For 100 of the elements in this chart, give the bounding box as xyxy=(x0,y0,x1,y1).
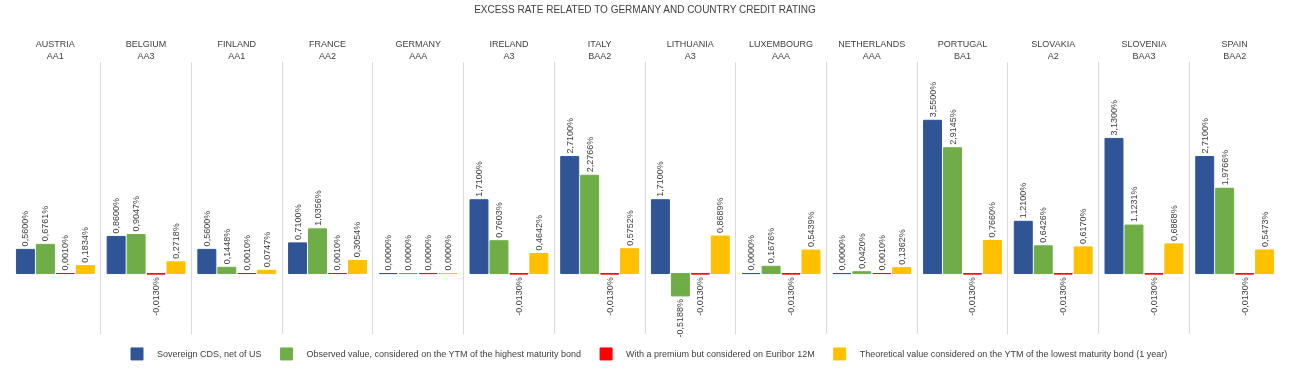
legend-label: Theoretical value considered on the YTM of the lowest maturity bond (1 year) xyxy=(859,349,1168,360)
data-label: 0,7603% xyxy=(493,202,504,238)
legend-label: Observed value, considered on the YTM of the highest maturity bond xyxy=(306,349,582,360)
bar xyxy=(943,147,962,275)
data-label: 0,0010% xyxy=(332,234,343,271)
bar xyxy=(1255,249,1275,275)
data-label: 1,0356% xyxy=(312,190,323,226)
data-label: 0,6868% xyxy=(1168,205,1179,241)
bar xyxy=(710,235,730,275)
data-label: 1,2100% xyxy=(1018,182,1029,219)
data-label: 0,6761% xyxy=(40,205,51,242)
data-label: 0,1676% xyxy=(766,227,777,264)
data-label: 0,0000% xyxy=(403,235,414,271)
data-label: 1,7100% xyxy=(473,161,484,197)
x-tick-label: SLOVAKIA A2 xyxy=(1031,39,1076,62)
data-label: 0,0000% xyxy=(443,235,454,271)
data-label: 3,5500% xyxy=(927,81,938,118)
data-label: 0,9047% xyxy=(131,195,142,232)
x-tick-label: IRELAND A3 xyxy=(489,39,529,62)
data-label: 0,0010% xyxy=(876,234,887,271)
bar xyxy=(892,267,912,275)
bar xyxy=(1104,137,1124,275)
x-tick-label: FRANCE AA2 xyxy=(308,39,347,62)
bar xyxy=(35,243,55,275)
data-label: 0,5600% xyxy=(20,210,31,247)
bar xyxy=(469,199,489,275)
bar xyxy=(106,235,126,275)
x-tick-label: ITALY BAA2 xyxy=(587,39,612,62)
bar xyxy=(217,266,237,275)
data-label: 0,8600% xyxy=(111,197,122,234)
data-label: 1,9766% xyxy=(1219,149,1230,186)
bar xyxy=(580,174,600,275)
data-label: 0,7660% xyxy=(987,201,998,238)
data-label: -0,0130% xyxy=(1058,277,1069,316)
data-label: 2,9145% xyxy=(947,109,958,145)
bar xyxy=(761,265,781,275)
bar xyxy=(801,249,821,275)
bar xyxy=(197,248,217,275)
bar xyxy=(15,248,35,275)
data-label: 0,1362% xyxy=(896,229,907,265)
data-label: 0,0010% xyxy=(60,234,71,271)
data-label: 0,5439% xyxy=(806,211,817,248)
data-label: 0,1834% xyxy=(80,227,91,263)
data-label: 1,7100% xyxy=(655,161,666,197)
bar xyxy=(288,242,308,275)
bar xyxy=(126,234,146,275)
data-label: 0,6426% xyxy=(1038,207,1049,243)
bar xyxy=(1033,245,1053,275)
data-label: -0,0130% xyxy=(151,277,162,316)
x-tick-label: PORTUGAL BA1 xyxy=(937,39,988,62)
data-label: 2,7100% xyxy=(564,118,575,154)
bar xyxy=(489,240,509,275)
data-label: 0,0747% xyxy=(261,231,272,268)
data-label: 0,0000% xyxy=(383,235,394,271)
legend-label: Sovereign CDS, net of US xyxy=(157,349,262,360)
bar xyxy=(650,199,670,275)
bar xyxy=(166,261,186,275)
bar xyxy=(1073,246,1093,275)
bar xyxy=(347,259,367,275)
data-label: 3,1300% xyxy=(1108,99,1119,136)
data-label: 0,7100% xyxy=(292,204,303,240)
data-label: -0,0130% xyxy=(786,277,797,316)
data-label: 0,2718% xyxy=(171,223,182,259)
bar xyxy=(620,248,640,275)
bar xyxy=(257,269,277,275)
bar xyxy=(1215,187,1235,275)
data-label: 0,0000% xyxy=(746,235,757,271)
x-tick-label: NETHERLANDS AAA xyxy=(838,39,906,62)
bar xyxy=(1195,156,1215,275)
data-label: 0,5473% xyxy=(1259,211,1270,247)
x-tick-label: SLOVENIA BAA3 xyxy=(1121,39,1167,62)
bar xyxy=(1164,243,1184,275)
data-label: 0,3054% xyxy=(352,221,363,258)
bar xyxy=(308,228,327,275)
data-label: 0,4642% xyxy=(533,214,544,251)
data-label: -0,0130% xyxy=(513,277,524,316)
bar xyxy=(982,239,1002,275)
x-tick-label: GERMANY AAA xyxy=(395,39,441,62)
data-label: -0,0130% xyxy=(695,277,706,316)
data-label: 2,7100% xyxy=(1199,118,1210,154)
x-tick-label: SPAIN BAA2 xyxy=(1221,39,1248,62)
data-label: -0,0130% xyxy=(604,277,615,316)
bar xyxy=(670,273,690,297)
data-label: -0,0130% xyxy=(1239,277,1250,316)
data-label: 1,1231% xyxy=(1128,186,1139,223)
data-label: 0,6170% xyxy=(1078,208,1089,244)
bar xyxy=(529,253,549,275)
x-tick-label: BELGIUM AA3 xyxy=(125,39,167,62)
data-label: 2,2766% xyxy=(584,136,595,173)
data-label: 0,1448% xyxy=(221,228,232,265)
legend-label: With a premium but considered on Euribor 12M xyxy=(626,349,815,360)
bar xyxy=(560,156,580,275)
data-label: 0,0420% xyxy=(856,233,867,269)
data-label: -0,0130% xyxy=(1148,277,1159,316)
data-label: 0,0000% xyxy=(423,235,434,271)
chart-title: EXCESS RATE RELATED TO GERMANY AND COUNTRY CREDIT RATING xyxy=(474,3,817,15)
x-tick-label: AUSTRIA AA1 xyxy=(35,39,75,62)
data-label: 0,5752% xyxy=(624,210,635,246)
data-label: 0,8689% xyxy=(715,197,726,234)
data-label: -0,5188% xyxy=(675,298,686,338)
